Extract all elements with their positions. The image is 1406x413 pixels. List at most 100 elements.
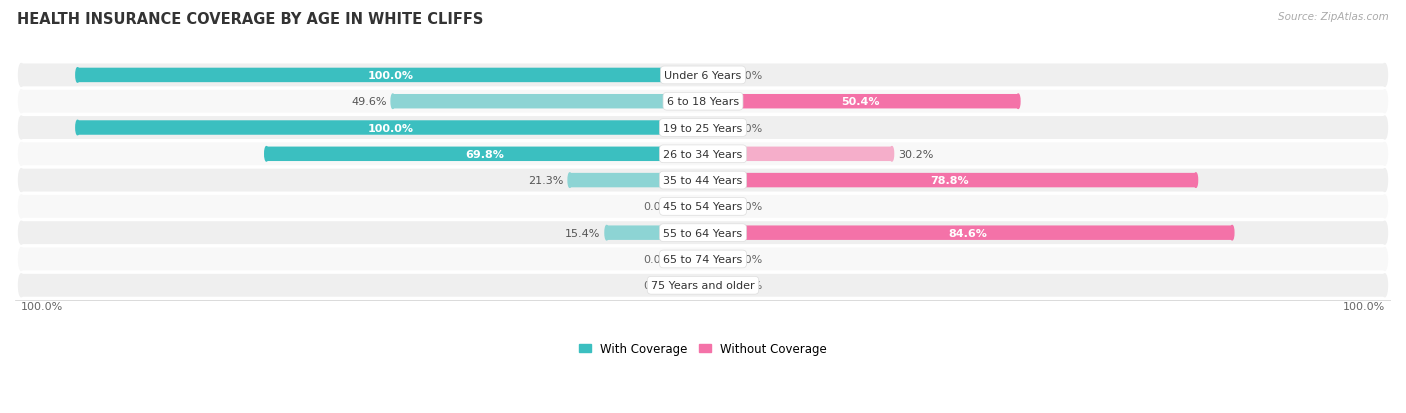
FancyBboxPatch shape bbox=[606, 226, 703, 240]
Text: 6 to 18 Years: 6 to 18 Years bbox=[666, 97, 740, 107]
Legend: With Coverage, Without Coverage: With Coverage, Without Coverage bbox=[574, 337, 832, 360]
Text: 0.0%: 0.0% bbox=[734, 123, 762, 133]
Circle shape bbox=[1382, 90, 1388, 114]
Circle shape bbox=[76, 121, 79, 135]
Text: 0.0%: 0.0% bbox=[734, 280, 762, 291]
Circle shape bbox=[264, 147, 269, 161]
Text: 69.8%: 69.8% bbox=[465, 150, 505, 159]
Text: 84.6%: 84.6% bbox=[948, 228, 987, 238]
Circle shape bbox=[1382, 117, 1388, 140]
Text: HEALTH INSURANCE COVERAGE BY AGE IN WHITE CLIFFS: HEALTH INSURANCE COVERAGE BY AGE IN WHIT… bbox=[17, 12, 484, 27]
FancyBboxPatch shape bbox=[77, 69, 703, 83]
Circle shape bbox=[18, 222, 24, 244]
FancyBboxPatch shape bbox=[678, 278, 703, 293]
FancyBboxPatch shape bbox=[703, 147, 891, 161]
Text: 26 to 34 Years: 26 to 34 Years bbox=[664, 150, 742, 159]
Circle shape bbox=[1382, 274, 1388, 297]
Text: 50.4%: 50.4% bbox=[841, 97, 880, 107]
Circle shape bbox=[702, 95, 704, 109]
Circle shape bbox=[1194, 173, 1198, 188]
Circle shape bbox=[702, 69, 704, 83]
FancyBboxPatch shape bbox=[392, 95, 703, 109]
Text: 45 to 54 Years: 45 to 54 Years bbox=[664, 202, 742, 212]
Circle shape bbox=[18, 143, 24, 166]
FancyBboxPatch shape bbox=[703, 226, 1232, 240]
Circle shape bbox=[727, 278, 730, 293]
FancyBboxPatch shape bbox=[21, 117, 1385, 140]
Circle shape bbox=[702, 147, 704, 161]
Text: 65 to 74 Years: 65 to 74 Years bbox=[664, 254, 742, 264]
FancyBboxPatch shape bbox=[266, 147, 703, 161]
Circle shape bbox=[1382, 248, 1388, 271]
FancyBboxPatch shape bbox=[703, 69, 728, 83]
Circle shape bbox=[702, 278, 704, 293]
Circle shape bbox=[702, 121, 704, 135]
FancyBboxPatch shape bbox=[703, 278, 728, 293]
Circle shape bbox=[18, 195, 24, 218]
Circle shape bbox=[727, 199, 730, 214]
FancyBboxPatch shape bbox=[703, 173, 1197, 188]
Circle shape bbox=[1382, 195, 1388, 218]
Circle shape bbox=[702, 199, 704, 214]
FancyBboxPatch shape bbox=[703, 252, 728, 266]
Text: 19 to 25 Years: 19 to 25 Years bbox=[664, 123, 742, 133]
Circle shape bbox=[727, 121, 730, 135]
FancyBboxPatch shape bbox=[21, 222, 1385, 244]
FancyBboxPatch shape bbox=[21, 143, 1385, 166]
Text: Source: ZipAtlas.com: Source: ZipAtlas.com bbox=[1278, 12, 1389, 22]
FancyBboxPatch shape bbox=[678, 252, 703, 266]
Circle shape bbox=[702, 252, 704, 266]
Text: 0.0%: 0.0% bbox=[734, 202, 762, 212]
FancyBboxPatch shape bbox=[703, 199, 728, 214]
FancyBboxPatch shape bbox=[21, 90, 1385, 114]
Circle shape bbox=[605, 226, 609, 240]
Circle shape bbox=[702, 252, 704, 266]
Text: 0.0%: 0.0% bbox=[644, 254, 672, 264]
Circle shape bbox=[1382, 64, 1388, 87]
Circle shape bbox=[1382, 222, 1388, 244]
Text: 0.0%: 0.0% bbox=[644, 202, 672, 212]
Text: 100.0%: 100.0% bbox=[1343, 301, 1385, 311]
FancyBboxPatch shape bbox=[678, 199, 703, 214]
FancyBboxPatch shape bbox=[21, 169, 1385, 192]
Circle shape bbox=[18, 90, 24, 114]
Circle shape bbox=[1382, 169, 1388, 192]
Text: 0.0%: 0.0% bbox=[734, 254, 762, 264]
Circle shape bbox=[568, 173, 571, 188]
Circle shape bbox=[702, 147, 704, 161]
Circle shape bbox=[391, 95, 395, 109]
Circle shape bbox=[727, 69, 730, 83]
Circle shape bbox=[702, 199, 704, 214]
Circle shape bbox=[676, 252, 679, 266]
Circle shape bbox=[702, 173, 704, 188]
Text: 30.2%: 30.2% bbox=[898, 150, 934, 159]
Circle shape bbox=[702, 95, 704, 109]
Circle shape bbox=[18, 117, 24, 140]
Circle shape bbox=[1230, 226, 1234, 240]
FancyBboxPatch shape bbox=[703, 121, 728, 135]
Circle shape bbox=[702, 278, 704, 293]
Text: 100.0%: 100.0% bbox=[21, 301, 63, 311]
FancyBboxPatch shape bbox=[21, 248, 1385, 271]
Text: 35 to 44 Years: 35 to 44 Years bbox=[664, 176, 742, 186]
Circle shape bbox=[890, 147, 894, 161]
Circle shape bbox=[1382, 143, 1388, 166]
Text: 55 to 64 Years: 55 to 64 Years bbox=[664, 228, 742, 238]
Text: 75 Years and older: 75 Years and older bbox=[651, 280, 755, 291]
Circle shape bbox=[18, 64, 24, 87]
FancyBboxPatch shape bbox=[703, 95, 1018, 109]
Circle shape bbox=[676, 278, 679, 293]
Text: 15.4%: 15.4% bbox=[565, 228, 600, 238]
Text: 49.6%: 49.6% bbox=[352, 97, 387, 107]
FancyBboxPatch shape bbox=[21, 195, 1385, 218]
Text: 100.0%: 100.0% bbox=[367, 123, 413, 133]
FancyBboxPatch shape bbox=[21, 274, 1385, 297]
Circle shape bbox=[18, 169, 24, 192]
Text: 78.8%: 78.8% bbox=[931, 176, 969, 186]
FancyBboxPatch shape bbox=[569, 173, 703, 188]
Circle shape bbox=[702, 69, 704, 83]
Circle shape bbox=[702, 226, 704, 240]
Circle shape bbox=[727, 252, 730, 266]
Text: Under 6 Years: Under 6 Years bbox=[665, 71, 741, 81]
Circle shape bbox=[702, 121, 704, 135]
